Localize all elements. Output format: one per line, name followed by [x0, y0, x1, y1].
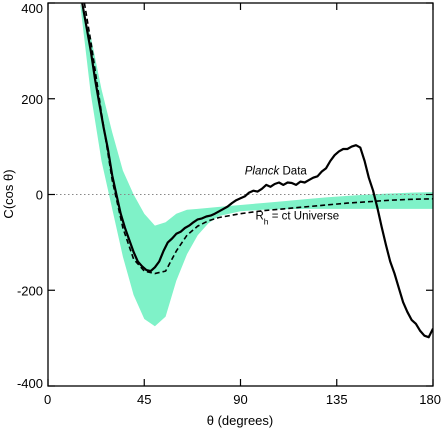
x-tick-label: 0 [44, 392, 51, 407]
y-tick-label: 400 [21, 1, 43, 16]
y-tick-label: 0 [36, 188, 43, 203]
x-axis-title: θ (degrees) [207, 413, 273, 428]
model-uncertainty-band [69, 3, 433, 327]
plot-area [48, 3, 433, 339]
x-axis-ticks: 0 45 90 135 180 [44, 3, 441, 407]
y-tick-label: 200 [21, 92, 43, 107]
x-tick-label: 45 [137, 392, 151, 407]
annotations: Planck Data Rh = ct Universe [245, 165, 339, 226]
model-series-line [83, 3, 433, 275]
planck-data-series-line [81, 3, 433, 339]
y-tick-label: -200 [17, 283, 43, 298]
planck-data-annotation: Planck Data [245, 165, 308, 177]
x-tick-label: 180 [419, 392, 441, 407]
x-tick-label: 135 [326, 392, 348, 407]
y-axis-title: C(cos θ) [1, 169, 16, 218]
y-axis-ticks: -400 -200 0 200 400 [17, 1, 433, 391]
y-tick-label: -400 [17, 376, 43, 391]
x-tick-label: 90 [233, 392, 247, 407]
model-annotation: Rh = ct Universe [255, 210, 339, 226]
